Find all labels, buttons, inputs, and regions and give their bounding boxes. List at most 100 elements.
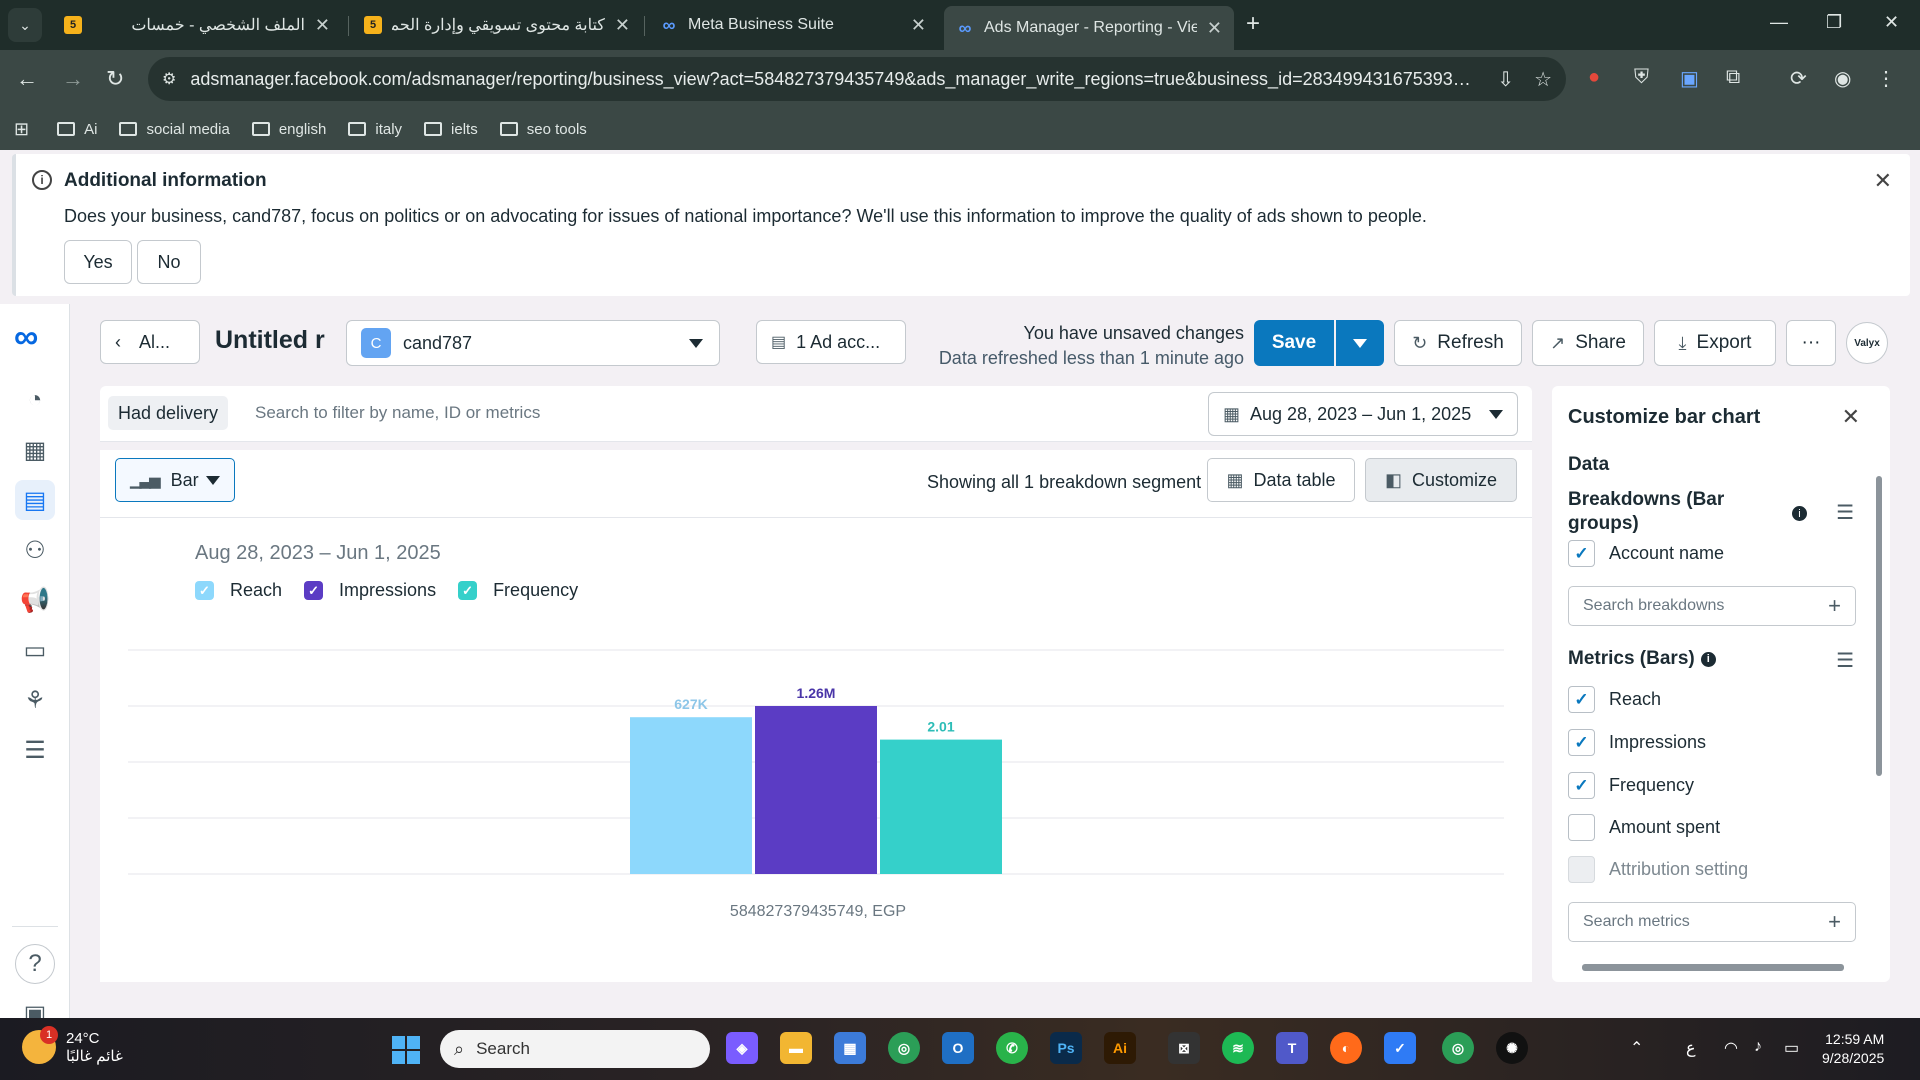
- minimize-icon[interactable]: —: [1770, 12, 1788, 32]
- install-app-icon[interactable]: ⇩: [1497, 68, 1515, 91]
- reports-icon[interactable]: ▤: [15, 480, 55, 520]
- bookmark-folder[interactable]: Ai: [57, 121, 97, 138]
- account-selector[interactable]: C cand787: [346, 320, 720, 366]
- new-tab-plus-icon[interactable]: +: [1246, 10, 1261, 37]
- tab-close-icon[interactable]: ✕: [614, 14, 630, 35]
- back-to-reports-button[interactable]: ‹ Al...: [100, 320, 200, 364]
- volume-icon[interactable]: ♪: [1754, 1038, 1762, 1055]
- save-button[interactable]: Save: [1254, 320, 1334, 366]
- export-button[interactable]: ⤓ Export: [1654, 320, 1776, 366]
- bookmark-folder[interactable]: english: [251, 121, 326, 138]
- customize-button[interactable]: ◧ Customize: [1365, 458, 1517, 502]
- search-breakdowns-input[interactable]: Search breakdowns +: [1568, 586, 1856, 626]
- reorder-list-icon[interactable]: ☰: [1836, 502, 1854, 524]
- dashboard-gauge-icon[interactable]: ◔: [27, 386, 43, 413]
- had-delivery-filter-chip[interactable]: Had delivery: [108, 396, 229, 430]
- windows-start-icon[interactable]: [392, 1036, 420, 1064]
- chatgpt-icon[interactable]: ✺: [1496, 1032, 1528, 1064]
- bar-reach[interactable]: [630, 717, 752, 874]
- extension-red-icon[interactable]: ●: [1588, 66, 1601, 88]
- share-button[interactable]: ↗ Share: [1532, 320, 1644, 366]
- yes-button[interactable]: Yes: [64, 240, 132, 284]
- no-button[interactable]: No: [137, 240, 201, 284]
- bar-impressions[interactable]: [755, 706, 877, 874]
- file-explorer-icon[interactable]: ▬: [780, 1032, 812, 1064]
- reorder-list-icon[interactable]: ☰: [1836, 650, 1854, 672]
- bookmark-folder[interactable]: seo tools: [499, 121, 587, 138]
- tab-search-chevron-icon[interactable]: ⌄: [8, 8, 42, 42]
- scrollbar-thumb[interactable]: [1876, 476, 1882, 776]
- meta-logo-icon[interactable]: ∞: [14, 318, 39, 356]
- help-question-icon[interactable]: ?: [15, 944, 55, 984]
- bookmark-folder[interactable]: social media: [119, 121, 230, 138]
- browser-tab-khamsat-content[interactable]: 5 كتابة محتوى تسويقي وإدارة الحملا ✕: [352, 8, 642, 42]
- panel-vertical-scrollbar[interactable]: [1874, 456, 1884, 956]
- checkbox-checked-icon[interactable]: ✓: [1568, 729, 1595, 756]
- omnibox[interactable]: ⚙ adsmanager.facebook.com/adsmanager/rep…: [148, 57, 1566, 101]
- spotify-icon[interactable]: ≋: [1222, 1032, 1254, 1064]
- more-options-button[interactable]: ···: [1786, 320, 1836, 366]
- bookmark-folder[interactable]: italy: [348, 121, 402, 138]
- reload-icon[interactable]: ↻: [106, 66, 125, 91]
- restore-icon[interactable]: ❐: [1826, 12, 1843, 32]
- audiences-icon[interactable]: ⚇: [24, 536, 46, 564]
- battery-icon[interactable]: ▭: [1784, 1040, 1800, 1057]
- illustrator-icon[interactable]: Ai: [1104, 1032, 1136, 1064]
- close-icon[interactable]: ✕: [1841, 404, 1860, 429]
- url-text[interactable]: adsmanager.facebook.com/adsmanager/repor…: [190, 68, 1478, 89]
- browser-tab-ads-manager[interactable]: ∞ Ads Manager - Reporting - View ✕: [944, 6, 1234, 50]
- firefox-icon[interactable]: ◐: [1330, 1032, 1362, 1064]
- table-grid-icon[interactable]: ▦: [23, 436, 47, 464]
- tab-close-icon[interactable]: ✕: [910, 14, 926, 35]
- weather-widget[interactable]: 1 24°C غائم غالبًا: [22, 1026, 123, 1066]
- whatsapp-icon[interactable]: ✆: [996, 1032, 1028, 1064]
- refresh-button[interactable]: ↻ Refresh: [1394, 320, 1522, 366]
- performance-icon[interactable]: ⟳: [1790, 68, 1807, 90]
- bookmark-folder[interactable]: ielts: [424, 121, 478, 138]
- checkbox-checked-icon[interactable]: ✓: [1568, 686, 1595, 713]
- tab-close-icon[interactable]: ✕: [314, 14, 330, 35]
- menu-hamburger-icon[interactable]: ☰: [24, 736, 46, 764]
- close-window-icon[interactable]: ✕: [1884, 12, 1900, 32]
- filter-search-input[interactable]: Search to filter by name, ID or metrics: [255, 403, 541, 422]
- chrome-icon[interactable]: ◎: [888, 1032, 920, 1064]
- megaphone-icon[interactable]: 📢: [20, 586, 50, 614]
- capcut-icon[interactable]: ⊠: [1168, 1032, 1200, 1064]
- info-icon[interactable]: i: [1792, 506, 1807, 521]
- save-options-dropdown[interactable]: [1336, 320, 1384, 366]
- wifi-icon[interactable]: ◠: [1724, 1040, 1738, 1057]
- data-table-button[interactable]: ▦ Data table: [1207, 458, 1355, 502]
- tray-chevron-up-icon[interactable]: ⌃: [1630, 1040, 1644, 1057]
- panel-horizontal-scrollbar[interactable]: [1572, 962, 1862, 972]
- browser-tab-khamsat-profile[interactable]: 5 الملف الشخصي - خمسات ✕: [52, 8, 342, 42]
- taskbar-search-box[interactable]: ⌕ Search: [440, 1030, 710, 1068]
- info-icon[interactable]: i: [1700, 651, 1716, 667]
- legend-item-frequency[interactable]: ✓ Frequency: [458, 580, 578, 601]
- metric-reach[interactable]: ✓ Reach: [1568, 686, 1661, 713]
- plus-icon[interactable]: +: [1828, 593, 1841, 618]
- apps-grid-icon[interactable]: ⊞: [14, 118, 30, 139]
- todo-icon[interactable]: ✓: [1384, 1032, 1416, 1064]
- extension-shield-icon[interactable]: ⛨: [1634, 66, 1649, 88]
- metric-frequency[interactable]: ✓ Frequency: [1568, 772, 1694, 799]
- scrollbar-thumb[interactable]: [1582, 964, 1844, 971]
- business-settings-icon[interactable]: ⚘: [24, 686, 46, 714]
- teams-icon[interactable]: T: [1276, 1032, 1308, 1064]
- chart-type-selector[interactable]: ▁▃▅ Bar: [115, 458, 235, 502]
- plus-icon[interactable]: +: [1828, 909, 1841, 934]
- microsoft-store-icon[interactable]: ▦: [834, 1032, 866, 1064]
- legend-item-impressions[interactable]: ✓ Impressions: [304, 580, 436, 601]
- browser-menu-icon[interactable]: ⋮: [1876, 68, 1896, 90]
- close-icon[interactable]: ✕: [1873, 168, 1892, 193]
- language-indicator[interactable]: ع: [1686, 1040, 1696, 1057]
- outlook-icon[interactable]: O: [942, 1032, 974, 1064]
- bar-frequency[interactable]: [880, 739, 1002, 874]
- date-range-picker[interactable]: ▦ Aug 28, 2023 – Jun 1, 2025: [1208, 392, 1518, 436]
- billing-card-icon[interactable]: ▭: [23, 636, 47, 664]
- search-metrics-input[interactable]: Search metrics +: [1568, 902, 1856, 942]
- breakdown-account-name[interactable]: ✓ Account name: [1568, 540, 1724, 567]
- forward-arrow-icon[interactable]: →: [62, 66, 84, 91]
- checkbox-checked-icon[interactable]: ✓: [1568, 540, 1595, 567]
- back-arrow-icon[interactable]: ←: [16, 66, 38, 91]
- metric-impressions[interactable]: ✓ Impressions: [1568, 729, 1706, 756]
